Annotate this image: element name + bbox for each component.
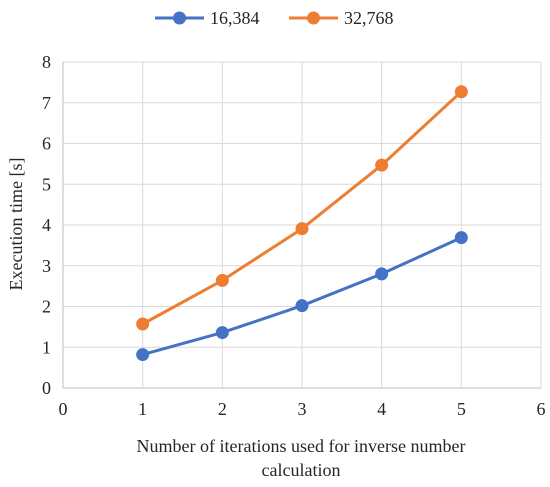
data-point — [295, 222, 309, 236]
y-axis-title: Execution time [s] — [6, 158, 26, 291]
y-tick-labels: 0 1 2 3 4 5 6 7 8 — [42, 52, 51, 398]
legend: 16,384 32,768 — [155, 8, 394, 28]
y-tick-label: 7 — [42, 93, 51, 113]
legend-entry-series-1: 16,384 — [155, 8, 260, 28]
series-1 — [136, 231, 468, 362]
data-point — [295, 299, 309, 313]
y-tick-label: 2 — [42, 297, 51, 317]
y-tick-label: 8 — [42, 52, 51, 72]
data-point — [454, 85, 468, 99]
y-tick-label: 3 — [42, 256, 51, 276]
data-point — [215, 326, 229, 340]
legend-marker-series-1 — [173, 11, 186, 25]
y-tick-label: 4 — [42, 215, 51, 235]
y-tick-label: 1 — [42, 337, 51, 357]
x-tick-labels: 0 1 2 3 4 5 6 — [59, 399, 546, 419]
y-tick-label: 0 — [42, 378, 51, 398]
x-axis-title-line-2: calculation — [262, 460, 341, 480]
legend-marker-series-2 — [307, 11, 320, 25]
legend-label-series-2: 32,768 — [344, 8, 394, 28]
data-point — [136, 348, 150, 362]
x-tick-label: 0 — [59, 399, 68, 419]
x-tick-label: 4 — [377, 399, 386, 419]
data-point — [215, 273, 229, 287]
series-2 — [136, 85, 468, 331]
y-tick-label: 6 — [42, 134, 51, 154]
data-point — [375, 158, 389, 172]
legend-label-series-1: 16,384 — [210, 8, 260, 28]
data-point — [375, 267, 389, 281]
legend-entry-series-2: 32,768 — [289, 8, 394, 28]
x-tick-label: 1 — [138, 399, 147, 419]
x-axis-title-line-1: Number of iterations used for inverse nu… — [137, 436, 466, 456]
x-tick-label: 5 — [457, 399, 466, 419]
data-point — [136, 317, 150, 331]
x-tick-label: 6 — [537, 399, 546, 419]
data-point — [454, 231, 468, 245]
x-tick-label: 3 — [298, 399, 307, 419]
y-tick-label: 5 — [42, 174, 51, 194]
series-layer — [136, 85, 468, 362]
x-tick-label: 2 — [218, 399, 227, 419]
